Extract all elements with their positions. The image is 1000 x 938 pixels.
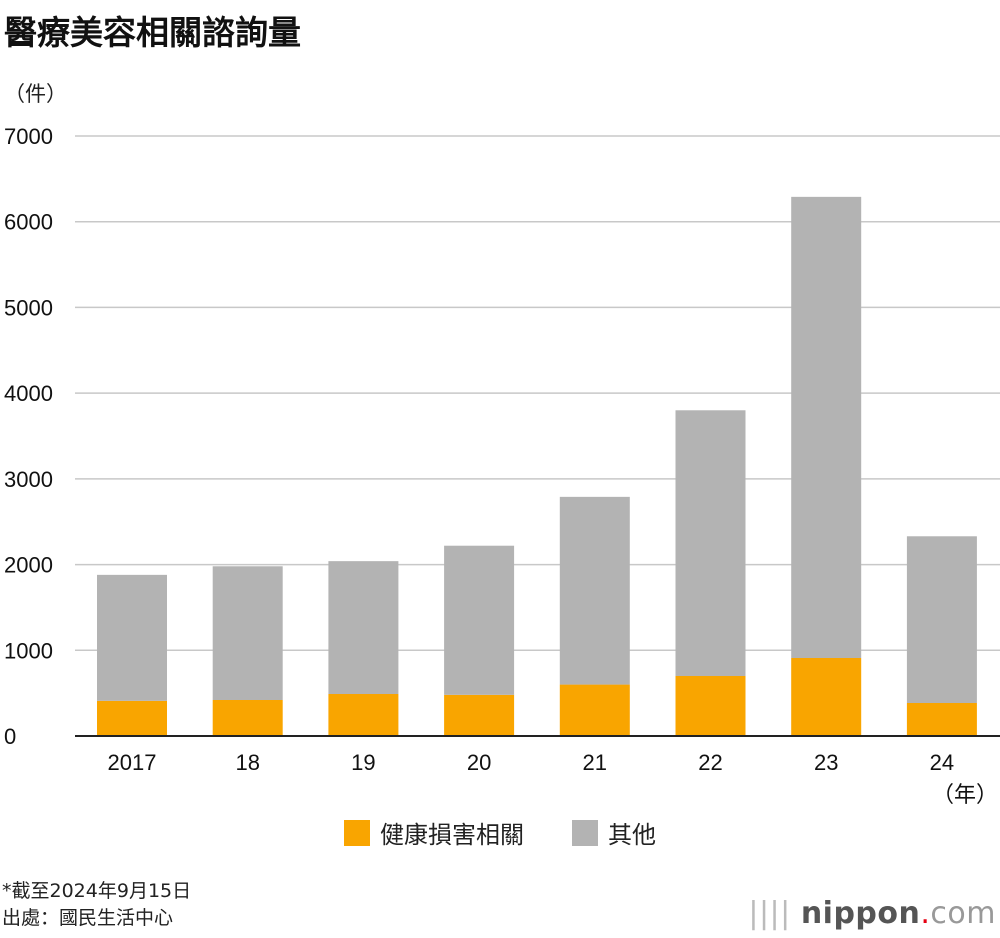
- bar-health: [675, 676, 746, 736]
- bar-health: [212, 700, 283, 736]
- legend-item-health: 健康損害相關: [344, 815, 524, 850]
- x-axis-unit: （年）: [932, 783, 998, 808]
- y-tick-label: 2000: [4, 553, 53, 578]
- bar-other: [559, 496, 630, 685]
- bar-other: [328, 561, 399, 694]
- y-tick-label: 5000: [4, 295, 53, 320]
- legend-swatch-other: [572, 819, 598, 846]
- bar-other: [212, 566, 283, 700]
- x-tick-label: 22: [698, 750, 722, 775]
- bar-health: [328, 694, 399, 736]
- x-tick-label: 18: [235, 750, 259, 775]
- bar-health: [444, 694, 515, 736]
- bar-other: [444, 545, 515, 695]
- x-tick-label: 23: [814, 750, 838, 775]
- bar-health: [906, 703, 977, 736]
- legend-label-health: 健康損害相關: [380, 821, 524, 849]
- legend-swatch-health: [344, 819, 370, 846]
- y-tick-label: 4000: [4, 381, 53, 406]
- source-note: 出處：國民生活中心: [2, 907, 174, 929]
- y-tick-label: 0: [4, 724, 16, 749]
- nippon-logo: |||| nippon.com: [748, 896, 996, 931]
- x-tick-label: 2017: [108, 750, 157, 775]
- bar-health: [791, 658, 862, 736]
- bar-other: [791, 196, 862, 658]
- bar-other: [906, 536, 977, 703]
- bar-other: [675, 410, 746, 676]
- x-tick-label: 21: [583, 750, 607, 775]
- y-tick-label: 6000: [4, 210, 53, 235]
- y-tick-label: 7000: [4, 124, 53, 149]
- legend-item-other: 其他: [572, 815, 656, 850]
- x-tick-label: 19: [351, 750, 375, 775]
- y-axis-unit: （件）: [4, 82, 67, 106]
- x-tick-label: 20: [467, 750, 491, 775]
- bar-health: [97, 700, 167, 736]
- y-tick-label: 1000: [4, 638, 53, 663]
- bar-other: [97, 574, 167, 701]
- y-tick-label: 3000: [4, 467, 53, 492]
- chart-title: 醫療美容相關諮詢量: [4, 13, 301, 52]
- x-tick-label: 24: [930, 750, 954, 775]
- legend-label-other: 其他: [608, 821, 656, 849]
- footnote: *截至2024年9月15日: [2, 880, 192, 902]
- legend: 健康損害相關 其他: [0, 815, 1000, 850]
- bar-health: [559, 684, 630, 736]
